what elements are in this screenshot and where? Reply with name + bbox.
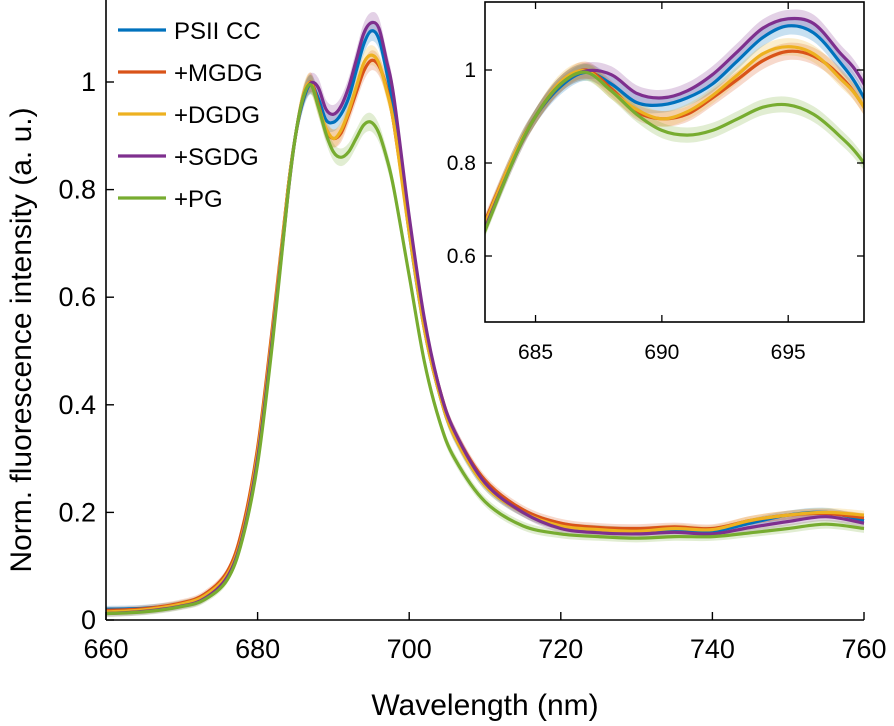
inset-frame	[484, 1, 865, 323]
legend-label-pg: +PG	[174, 186, 223, 213]
line-pg	[105, 82, 865, 616]
inset-background	[485, 2, 864, 322]
y-tick-label-1: 0.2	[58, 497, 96, 527]
y-tick-label-2: 0.4	[58, 390, 96, 420]
legend-label-dgdg: +DGDG	[174, 102, 260, 129]
inset-y-ticks: 0.6 0.8 1	[447, 59, 864, 268]
x-tick-label-740: 740	[690, 634, 735, 664]
y-tick-label-4: 0.8	[58, 175, 96, 205]
x-tick-label-720: 720	[538, 634, 583, 664]
inset-x-tick-label-685: 685	[518, 341, 553, 364]
y-axis-title: Norm. fluorescence intensity (a. u.)	[5, 107, 38, 572]
inset-band-dgdg	[485, 38, 864, 231]
main-y-ticks: 0 0.2 0.4 0.6 0.8 1	[58, 67, 114, 635]
inset-y-tick-label-2: 1	[464, 59, 476, 82]
main-series-lines	[105, 20, 865, 616]
x-tick-label-660: 660	[83, 634, 128, 664]
x-tick-label-680: 680	[235, 634, 280, 664]
y-tick-label-3: 0.6	[58, 282, 96, 312]
y-tick-label-5: 1	[81, 67, 96, 97]
x-tick-label-700: 700	[387, 634, 432, 664]
inset-x-tick-label-690: 690	[644, 341, 679, 364]
x-axis-title: Wavelength (nm)	[371, 689, 598, 722]
legend: PSII CC +MGDG +DGDG +SGDG +PG	[118, 18, 263, 213]
main-x-ticks: 660 680 700 720 740 760	[83, 612, 887, 664]
inset-plot: 685 690 695 0.6 0.8 1	[447, 1, 865, 364]
inset-x-tick-label-695: 695	[771, 341, 806, 364]
legend-label-mgdg: +MGDG	[174, 60, 263, 87]
y-tick-label-0: 0	[81, 605, 96, 635]
legend-label-sgdg: +SGDG	[174, 144, 259, 171]
main-axes	[105, 0, 864, 621]
inset-band-mgdg	[485, 42, 864, 228]
inset-band-sgdg	[485, 9, 864, 235]
inset-series-lines	[485, 16, 864, 236]
inset-y-tick-label-0: 0.6	[447, 245, 476, 268]
x-tick-label-760: 760	[841, 634, 886, 664]
inset-line-pg	[485, 70, 864, 236]
legend-label-psii-cc: PSII CC	[174, 18, 261, 45]
inset-x-ticks: 685 690 695	[518, 2, 806, 364]
inset-y-tick-label-1: 0.8	[447, 152, 476, 175]
